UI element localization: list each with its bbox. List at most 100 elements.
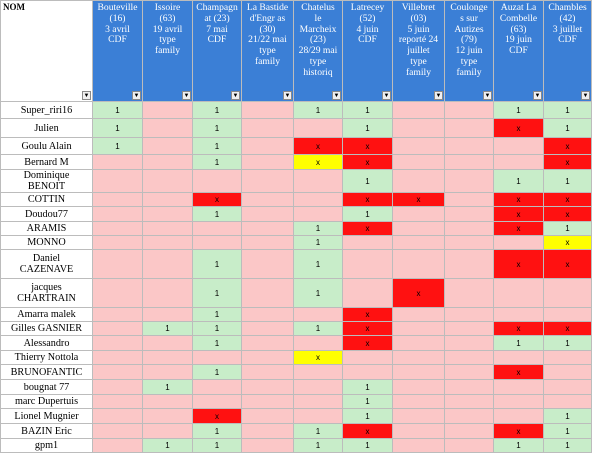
table-cell[interactable] [192, 169, 242, 193]
table-cell[interactable]: 1 [192, 423, 242, 439]
table-cell[interactable] [92, 394, 143, 409]
table-cell[interactable] [543, 364, 592, 380]
table-cell[interactable]: x [493, 192, 544, 207]
table-cell[interactable] [392, 235, 445, 250]
table-cell[interactable] [392, 408, 445, 424]
table-cell[interactable] [444, 154, 494, 170]
participant-name[interactable]: Super_riri16 [0, 101, 93, 119]
chevron-down-icon[interactable]: ▼ [332, 91, 341, 100]
chevron-down-icon[interactable]: ▼ [483, 91, 492, 100]
table-cell[interactable]: 1 [192, 321, 242, 336]
table-cell[interactable]: 1 [543, 423, 592, 439]
table-cell[interactable]: 1 [543, 101, 592, 119]
table-cell[interactable] [241, 408, 294, 424]
table-cell[interactable] [293, 379, 343, 395]
chevron-down-icon[interactable]: ▼ [182, 91, 191, 100]
table-cell[interactable] [241, 192, 294, 207]
table-cell[interactable] [241, 118, 294, 138]
table-cell[interactable]: 1 [493, 438, 544, 453]
table-cell[interactable]: 1 [543, 118, 592, 138]
table-cell[interactable]: 1 [293, 278, 343, 308]
table-cell[interactable] [444, 249, 494, 279]
table-cell[interactable] [444, 221, 494, 236]
table-cell[interactable]: 1 [293, 221, 343, 236]
table-cell[interactable] [92, 192, 143, 207]
table-cell[interactable] [444, 379, 494, 395]
table-cell[interactable]: 1 [342, 169, 393, 193]
table-cell[interactable] [444, 235, 494, 250]
table-cell[interactable] [392, 350, 445, 365]
table-cell[interactable] [142, 101, 193, 119]
table-cell[interactable] [543, 307, 592, 322]
table-cell[interactable]: 1 [142, 379, 193, 395]
table-cell[interactable]: 1 [543, 169, 592, 193]
table-cell[interactable] [392, 101, 445, 119]
table-cell[interactable] [392, 321, 445, 336]
table-cell[interactable] [493, 350, 544, 365]
table-cell[interactable]: x [342, 335, 393, 351]
participant-name[interactable]: marc Dupertuis [0, 394, 93, 409]
table-cell[interactable] [92, 235, 143, 250]
table-cell[interactable]: 1 [543, 221, 592, 236]
table-cell[interactable] [241, 249, 294, 279]
table-cell[interactable]: 1 [543, 408, 592, 424]
table-cell[interactable] [142, 169, 193, 193]
table-cell[interactable]: 1 [493, 169, 544, 193]
table-cell[interactable]: 1 [92, 137, 143, 155]
table-cell[interactable] [444, 278, 494, 308]
table-cell[interactable] [241, 394, 294, 409]
table-cell[interactable]: 1 [493, 101, 544, 119]
table-cell[interactable]: 1 [192, 278, 242, 308]
table-cell[interactable]: x [293, 350, 343, 365]
table-cell[interactable]: x [192, 192, 242, 207]
table-cell[interactable] [92, 350, 143, 365]
table-cell[interactable] [241, 101, 294, 119]
participant-name[interactable]: COTTIN [0, 192, 93, 207]
table-cell[interactable] [293, 118, 343, 138]
chevron-down-icon[interactable]: ▼ [231, 91, 240, 100]
table-cell[interactable] [92, 379, 143, 395]
table-cell[interactable]: x [543, 249, 592, 279]
table-cell[interactable] [392, 118, 445, 138]
table-cell[interactable] [293, 169, 343, 193]
table-cell[interactable] [444, 169, 494, 193]
table-cell[interactable] [192, 221, 242, 236]
table-cell[interactable]: 1 [142, 321, 193, 336]
table-cell[interactable] [392, 379, 445, 395]
table-cell[interactable] [293, 364, 343, 380]
table-cell[interactable]: x [342, 423, 393, 439]
table-cell[interactable]: 1 [192, 335, 242, 351]
table-cell[interactable] [241, 235, 294, 250]
chevron-down-icon[interactable]: ▼ [533, 91, 542, 100]
table-cell[interactable] [241, 423, 294, 439]
table-cell[interactable]: 1 [342, 438, 393, 453]
table-cell[interactable] [92, 278, 143, 308]
table-cell[interactable]: 1 [192, 206, 242, 222]
table-cell[interactable] [493, 137, 544, 155]
table-cell[interactable] [293, 408, 343, 424]
table-cell[interactable] [241, 364, 294, 380]
table-cell[interactable] [92, 154, 143, 170]
table-cell[interactable]: 1 [543, 438, 592, 453]
table-cell[interactable]: 1 [293, 101, 343, 119]
table-cell[interactable]: 1 [192, 154, 242, 170]
table-cell[interactable] [342, 278, 393, 308]
chevron-down-icon[interactable]: ▼ [382, 91, 391, 100]
table-cell[interactable] [92, 221, 143, 236]
table-cell[interactable] [241, 379, 294, 395]
table-cell[interactable] [293, 394, 343, 409]
table-cell[interactable] [142, 118, 193, 138]
participant-name[interactable]: gpm1 [0, 438, 93, 453]
table-cell[interactable] [392, 206, 445, 222]
chevron-down-icon[interactable]: ▼ [434, 91, 443, 100]
table-cell[interactable] [241, 221, 294, 236]
participant-name[interactable]: Thierry Nottola [0, 350, 93, 365]
table-cell[interactable]: x [392, 278, 445, 308]
table-cell[interactable] [342, 235, 393, 250]
table-cell[interactable] [241, 335, 294, 351]
participant-name[interactable]: Dominique BENOIT [0, 169, 93, 193]
table-cell[interactable]: 1 [342, 206, 393, 222]
table-cell[interactable] [392, 307, 445, 322]
table-cell[interactable] [92, 249, 143, 279]
table-cell[interactable] [392, 137, 445, 155]
